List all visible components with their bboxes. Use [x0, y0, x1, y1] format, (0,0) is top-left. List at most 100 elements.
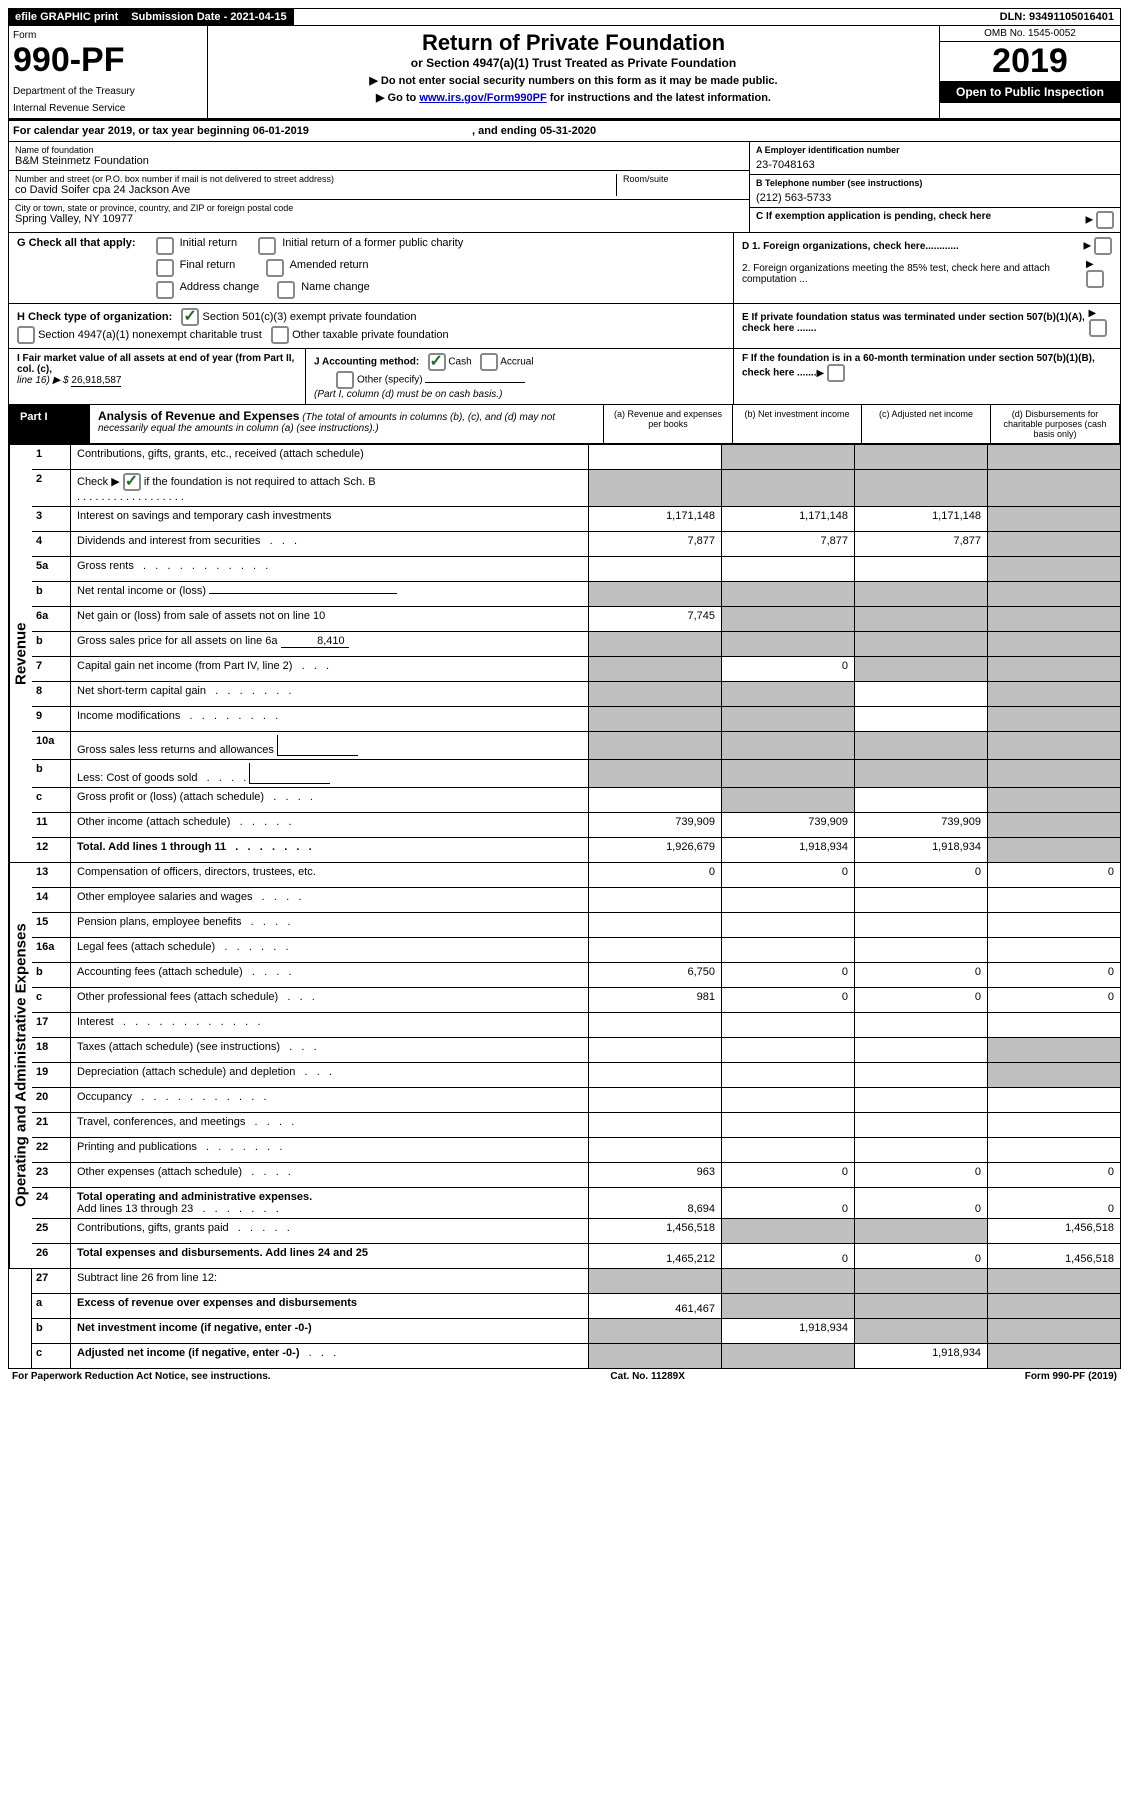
chk-initial-former[interactable] [258, 237, 276, 255]
chk-4947[interactable] [17, 326, 35, 344]
row26-c: 0 [975, 1253, 981, 1265]
row25-d: 1,456,518 [987, 1219, 1120, 1243]
g-initial-former: Initial return of a former public charit… [282, 237, 463, 249]
row27b-num: b [32, 1319, 71, 1343]
row14-desc: Other employee salaries and wages . . . … [71, 888, 588, 912]
chk-other-taxable[interactable] [271, 326, 289, 344]
row6a-c [854, 607, 987, 631]
row14-b [721, 888, 854, 912]
row16a-c [854, 938, 987, 962]
row14-num: 14 [32, 888, 71, 912]
part1-title-cell: Analysis of Revenue and Expenses (The to… [90, 405, 603, 443]
d2-label: 2. Foreign organizations meeting the 85%… [742, 263, 1086, 285]
row15-num: 15 [32, 913, 71, 937]
row6b-desc: Gross sales price for all assets on line… [71, 632, 588, 656]
chk-f[interactable] [827, 364, 845, 382]
row-15: 15 Pension plans, employee benefits . . … [32, 913, 1120, 938]
row-21: 21 Travel, conferences, and meetings . .… [32, 1113, 1120, 1138]
row6b-d [987, 632, 1120, 656]
row27c-c: 1,918,934 [854, 1344, 987, 1368]
chk-initial[interactable] [156, 237, 174, 255]
g-label: G Check all that apply: [17, 237, 136, 249]
row5b-desc: Net rental income or (loss) [71, 582, 588, 606]
row12-c: 1,918,934 [854, 838, 987, 862]
row16c-c: 0 [854, 988, 987, 1012]
row8-desc: Net short-term capital gain . . . . . . … [71, 682, 588, 706]
chk-d1[interactable] [1094, 237, 1112, 255]
row18-num: 18 [32, 1038, 71, 1062]
row10c-c [854, 788, 987, 812]
entity-info: Name of foundation B&M Steinmetz Foundat… [8, 142, 1121, 233]
form-number: 990-PF [13, 41, 203, 80]
chk-cash[interactable] [428, 353, 446, 371]
chk-other-method[interactable] [336, 371, 354, 389]
row27-body: 27 Subtract line 26 from line 12: a Exce… [32, 1269, 1120, 1368]
chk-d2[interactable] [1086, 270, 1104, 288]
row16a-b [721, 938, 854, 962]
row5a-a [588, 557, 721, 581]
row25-b [721, 1219, 854, 1243]
row6a-num: 6a [32, 607, 71, 631]
i-line: line 16) ▶ $ [17, 375, 69, 386]
row16b-c: 0 [854, 963, 987, 987]
chk-final[interactable] [156, 259, 174, 277]
row3-b: 1,171,148 [721, 507, 854, 531]
row17-d [987, 1013, 1120, 1037]
row23-num: 23 [32, 1163, 71, 1187]
row1-d [987, 445, 1120, 469]
row27b-d [987, 1319, 1120, 1343]
row15-a [588, 913, 721, 937]
g-initial: Initial return [180, 237, 237, 249]
row22-desc: Printing and publications . . . . . . . [71, 1138, 588, 1162]
row3-num: 3 [32, 507, 71, 531]
row24-desc: Total operating and administrative expen… [71, 1188, 588, 1218]
c-label: C If exemption application is pending, c… [756, 211, 991, 222]
subtract-table: 27 Subtract line 26 from line 12: a Exce… [8, 1269, 1121, 1369]
row19-a [588, 1063, 721, 1087]
row26-num: 26 [32, 1244, 71, 1268]
d1-label: D 1. Foreign organizations, check here..… [742, 241, 959, 252]
row5b-d [987, 582, 1120, 606]
row2-b [721, 470, 854, 506]
row2-pre: Check ▶ [77, 476, 123, 488]
row13-c: 0 [854, 863, 987, 887]
instr-link[interactable]: www.irs.gov/Form990PF [419, 92, 546, 104]
chk-address[interactable] [156, 281, 174, 299]
chk-e[interactable] [1089, 319, 1107, 337]
chk-name[interactable] [277, 281, 295, 299]
row20-desc: Occupancy . . . . . . . . . . . [71, 1088, 588, 1112]
row-19: 19 Depreciation (attach schedule) and de… [32, 1063, 1120, 1088]
row20-num: 20 [32, 1088, 71, 1112]
row-17: 17 Interest . . . . . . . . . . . . [32, 1013, 1120, 1038]
row27-desc: Subtract line 26 from line 12: [71, 1269, 588, 1293]
row-14: 14 Other employee salaries and wages . .… [32, 888, 1120, 913]
row10b-c [854, 760, 987, 787]
h-label: H Check type of organization: [17, 311, 172, 323]
row-10a: 10a Gross sales less returns and allowan… [32, 732, 1120, 760]
row-16a: 16a Legal fees (attach schedule) . . . .… [32, 938, 1120, 963]
chk-schb[interactable] [123, 473, 141, 491]
row27a-c [854, 1294, 987, 1318]
row16c-desc: Other professional fees (attach schedule… [71, 988, 588, 1012]
row-27b: b Net investment income (if negative, en… [32, 1319, 1120, 1344]
row5a-desc: Gross rents . . . . . . . . . . . [71, 557, 588, 581]
chk-accrual[interactable] [480, 353, 498, 371]
g-section: G Check all that apply: Initial return I… [9, 233, 734, 303]
row-8: 8 Net short-term capital gain . . . . . … [32, 682, 1120, 707]
chk-501c3[interactable] [181, 308, 199, 326]
row18-d [987, 1038, 1120, 1062]
row16c-num: c [32, 988, 71, 1012]
row15-c [854, 913, 987, 937]
row26-a: 1,465,212 [666, 1253, 715, 1265]
row27c-desc: Adjusted net income (if negative, enter … [71, 1344, 588, 1368]
row-2: 2 Check ▶ if the foundation is not requi… [32, 470, 1120, 507]
row27a-desc: Excess of revenue over expenses and disb… [71, 1294, 588, 1318]
row22-num: 22 [32, 1138, 71, 1162]
chk-amended[interactable] [266, 259, 284, 277]
row17-b [721, 1013, 854, 1037]
row16a-a [588, 938, 721, 962]
c-checkbox[interactable] [1096, 211, 1114, 229]
row4-c: 7,877 [854, 532, 987, 556]
row10c-desc: Gross profit or (loss) (attach schedule)… [71, 788, 588, 812]
row6b-a [588, 632, 721, 656]
